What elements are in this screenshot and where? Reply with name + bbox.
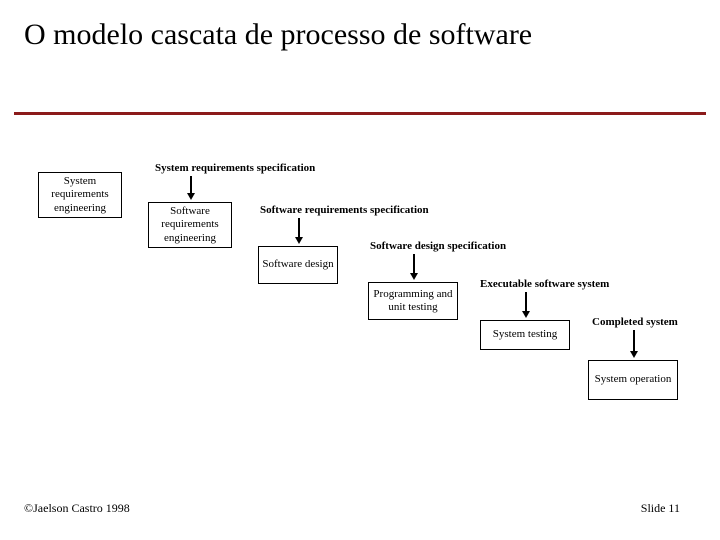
flow-output-label-o1: System requirements specification bbox=[155, 162, 315, 174]
footer-copyright: ©Jaelson Castro 1998 bbox=[24, 501, 130, 516]
flow-output-label-o3: Software design specification bbox=[370, 240, 506, 252]
flow-box-n4: Programming and unit testing bbox=[368, 282, 458, 320]
slide-title: O modelo cascata de processo de software bbox=[24, 18, 532, 53]
flow-box-n1: System requirements engineering bbox=[38, 172, 122, 218]
flow-box-n6: System operation bbox=[588, 360, 678, 400]
title-rule bbox=[14, 112, 706, 115]
flow-output-label-o5: Completed system bbox=[592, 316, 678, 328]
waterfall-diagram: System requirements engineering Software … bbox=[0, 160, 720, 460]
flow-box-n2: Software requirements engineering bbox=[148, 202, 232, 248]
flow-output-label-o2: Software requirements specification bbox=[260, 204, 429, 216]
flow-box-n5: System testing bbox=[480, 320, 570, 350]
flow-box-n3: Software design bbox=[258, 246, 338, 284]
flow-output-label-o4: Executable software system bbox=[480, 278, 609, 290]
footer-slide-number: Slide 11 bbox=[641, 501, 680, 516]
